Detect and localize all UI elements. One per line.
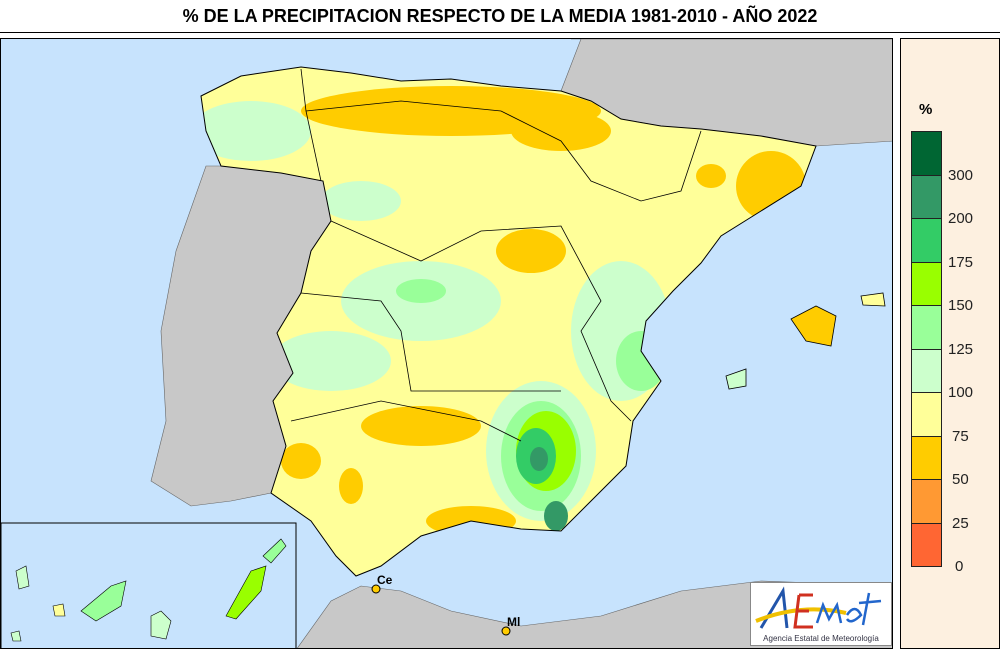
legend-tick: 175	[948, 253, 974, 271]
legend-swatch	[911, 479, 942, 524]
aemet-logo-mark	[755, 586, 882, 629]
map-title: % DE LA PRECIPITACION RESPECTO DE LA MED…	[0, 0, 1000, 33]
map-svg: Ce Ml	[1, 39, 892, 648]
region-borders	[290, 68, 702, 442]
legend-swatch	[911, 174, 942, 219]
legend-swatch	[911, 305, 942, 350]
legend-swatch	[911, 348, 942, 393]
canary-islands-inset	[1, 522, 297, 648]
legend-swatch	[911, 131, 942, 176]
legend-swatch	[911, 261, 942, 306]
aemet-name: Agencia Estatal de Meteorología	[763, 634, 879, 643]
legend-tick: 50	[952, 471, 969, 488]
legend-tick: 75	[952, 427, 969, 445]
menorca	[860, 292, 886, 307]
legend-tick: 0	[955, 558, 964, 575]
legend-tick: 125	[948, 340, 974, 358]
ibiza	[725, 368, 747, 390]
ceuta-marker	[371, 584, 381, 594]
legend-tick: 150	[948, 297, 974, 314]
ceuta-label: Ce	[377, 573, 393, 587]
legend-tick: 200	[948, 210, 974, 227]
legend-swatch	[911, 392, 942, 437]
legend-swatch	[911, 435, 942, 480]
africa-land	[297, 580, 892, 648]
legend-tick: 100	[948, 384, 974, 401]
legend-tick: 25	[952, 514, 969, 532]
melilla-marker	[501, 626, 511, 636]
legend-unit: %	[919, 101, 933, 118]
melilla-label: Ml	[507, 615, 520, 629]
precipitation-map: Ce Ml	[0, 38, 893, 649]
legend-swatch	[911, 522, 942, 567]
legend-tick: 300	[948, 166, 974, 184]
legend-swatch	[911, 218, 942, 263]
legend-panel: % 300 200 175 150 125 100 75 50 25 0	[900, 38, 1000, 649]
mallorca	[790, 305, 837, 347]
aemet-logo: Agencia Estatal de Meteorología	[750, 582, 892, 646]
